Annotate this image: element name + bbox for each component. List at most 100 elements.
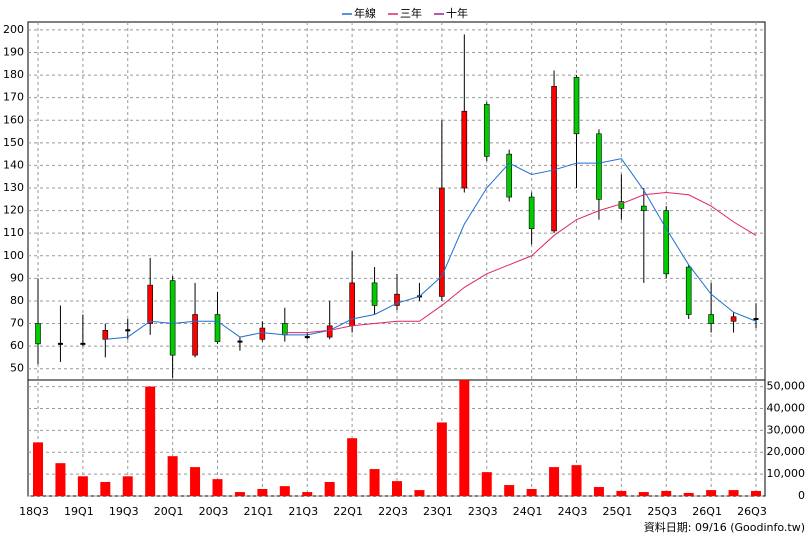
- y-tick-label: 170: [3, 91, 24, 104]
- y2-tick-label: 50,000: [767, 380, 806, 393]
- y-tick-label: 180: [3, 68, 24, 81]
- volume-bar: [302, 492, 313, 496]
- y-tick-label: 200: [3, 23, 24, 36]
- volume-bar: [279, 486, 290, 496]
- candle-body: [483, 104, 490, 157]
- x-tick-label: 18Q3: [19, 505, 49, 518]
- volume-bar: [167, 456, 178, 496]
- x-tick-label: 22Q1: [333, 505, 363, 518]
- x-tick-label: 26Q1: [692, 505, 722, 518]
- candle-body: [35, 323, 41, 345]
- y-tick-label: 60: [10, 339, 24, 352]
- volume-bar: [122, 476, 133, 496]
- x-tick-label: 23Q3: [468, 505, 498, 518]
- volume-bar: [369, 469, 380, 496]
- volume-bar: [683, 492, 694, 496]
- y-tick-label: 160: [3, 113, 24, 126]
- y-tick-label: 100: [3, 249, 24, 262]
- volume-bar: [257, 488, 268, 496]
- y-tick-label: 140: [3, 158, 24, 171]
- volume-bar: [481, 472, 492, 496]
- x-tick-label: 20Q1: [154, 505, 184, 518]
- volume-bar: [145, 386, 156, 496]
- volume-bar: [504, 485, 515, 496]
- ma-line: [105, 158, 757, 340]
- volume-bar: [55, 463, 66, 496]
- candle-body: [192, 314, 198, 356]
- legend-label: 三年: [400, 6, 422, 20]
- candle-body: [147, 284, 153, 324]
- candle-body: [371, 282, 378, 306]
- x-tick-label: 22Q3: [378, 505, 408, 518]
- volume-bar: [593, 487, 604, 496]
- y2-tick-label: 30,000: [767, 423, 806, 436]
- legend-label: 年線: [354, 6, 376, 20]
- volume-bar: [728, 490, 739, 496]
- y2-tick-label: 40,000: [767, 401, 806, 414]
- y-tick-label: 50: [10, 362, 24, 375]
- volume-bar: [100, 481, 111, 496]
- y-tick-label: 190: [3, 45, 24, 58]
- y-tick-label: 70: [10, 317, 24, 330]
- candle-body: [394, 293, 400, 306]
- volume-bar: [190, 467, 201, 496]
- candle-body: [551, 86, 557, 232]
- candle-body: [730, 316, 737, 322]
- x-tick-label: 25Q1: [603, 505, 633, 518]
- volume-bar: [661, 490, 672, 496]
- candle-body: [506, 153, 512, 198]
- volume-bar: [751, 490, 761, 496]
- candle-body: [528, 196, 535, 229]
- candle-body: [573, 77, 580, 135]
- y2-tick-label: 10,000: [767, 467, 806, 480]
- candle-body: [282, 323, 288, 336]
- y-tick-label: 150: [3, 136, 24, 149]
- candle-body: [596, 133, 602, 200]
- candle-body: [439, 187, 445, 297]
- y2-tick-label: 0: [798, 489, 805, 502]
- volume-bar: [212, 479, 223, 496]
- candle-body: [685, 266, 692, 315]
- volume-bar: [638, 492, 649, 496]
- candle-body: [461, 110, 468, 189]
- y-tick-label: 80: [10, 294, 24, 307]
- volume-bar: [549, 467, 560, 496]
- candle-body: [708, 314, 714, 324]
- legend-label: 十年: [446, 6, 468, 20]
- y-tick-label: 120: [3, 204, 24, 217]
- volume-bar: [392, 481, 402, 496]
- x-tick-label: 26Q3: [737, 505, 767, 518]
- y2-tick-label: 20,000: [767, 445, 806, 458]
- volume-bar: [414, 490, 425, 496]
- volume-bar: [459, 380, 470, 496]
- volume-bar: [616, 490, 627, 496]
- ma-line: [284, 192, 757, 334]
- volume-bar: [33, 442, 43, 496]
- volume-bar: [571, 465, 582, 496]
- x-tick-label: 19Q3: [109, 505, 139, 518]
- y-tick-label: 130: [3, 181, 24, 194]
- candle-body: [641, 205, 647, 211]
- x-tick-label: 23Q1: [423, 505, 453, 518]
- volume-bar: [347, 438, 358, 496]
- x-tick-label: 20Q3: [199, 505, 229, 518]
- volume-bar: [526, 488, 537, 496]
- candle-body: [169, 280, 176, 356]
- candle-body: [663, 210, 670, 275]
- volume-bar: [77, 476, 88, 496]
- volume-bar: [436, 422, 447, 496]
- x-tick-label: 19Q1: [64, 505, 94, 518]
- y-tick-label: 110: [3, 226, 24, 239]
- x-tick-label: 21Q3: [288, 505, 318, 518]
- volume-bar: [706, 490, 717, 496]
- volume-bar: [324, 481, 335, 496]
- candle-body: [259, 327, 266, 340]
- volume-bar: [234, 492, 245, 496]
- y-tick-label: 90: [10, 271, 24, 284]
- x-tick-label: 21Q1: [244, 505, 274, 518]
- candle-body: [102, 330, 109, 340]
- candle-body: [214, 314, 221, 342]
- x-tick-label: 25Q3: [647, 505, 677, 518]
- candle-body: [326, 325, 333, 338]
